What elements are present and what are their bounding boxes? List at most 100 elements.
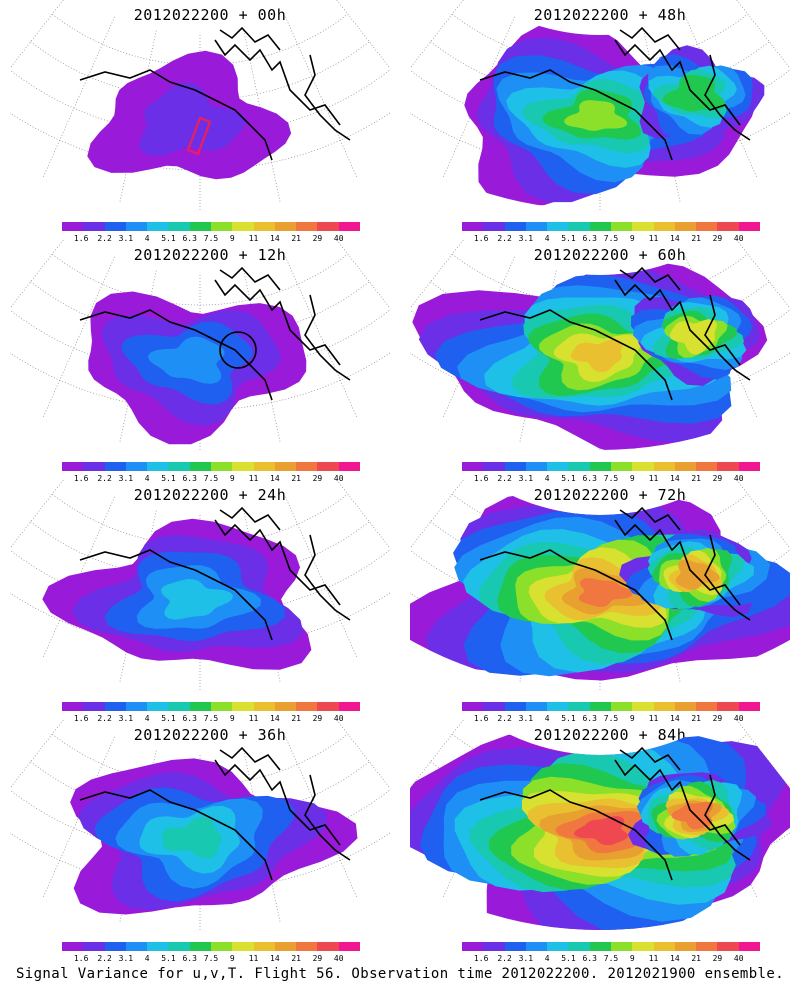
colorbar-tick-label: 9 (629, 954, 635, 963)
colorbar-tick-label: 3.1 (518, 954, 534, 963)
colorbar-tick-label: 14 (670, 954, 680, 963)
colorbar-tick-label: 7.5 (603, 954, 619, 963)
colorbar-swatch (696, 702, 718, 711)
colorbar-tick-label: 7.5 (203, 474, 219, 483)
colorbar-tick-label: 1.6 (473, 954, 489, 963)
colorbar-labels: 1.6 2.2 3.1 4 5.1 6.3 7.5 9 11 14 21 29 40 (462, 954, 760, 964)
colorbar-swatch (632, 702, 654, 711)
colorbar-tick-label: 14 (270, 714, 280, 723)
colorbar-swatch (232, 462, 254, 471)
colorbar-swatch (274, 462, 297, 471)
colorbar-swatch (568, 462, 590, 471)
colorbar-tick-label: 1.6 (73, 234, 89, 243)
colorbar-swatch (296, 702, 318, 711)
colorbar-tick-label: 11 (248, 954, 259, 963)
colorbar-tick-label: 7.5 (603, 234, 619, 243)
map-panel: 2012022200 + 48h 1.6 2.2 3.1 4 5.1 6.3 7.5 9 11 14… (410, 0, 800, 245)
colorbar (462, 222, 760, 231)
colorbar-tick-label: 5.1 (561, 234, 576, 243)
colorbar-tick-label: 9 (229, 474, 235, 483)
colorbar-tick-label: 11 (248, 474, 259, 483)
panel-title: 2012022200 + 12h (133, 246, 287, 264)
colorbar-tick-label: 29 (712, 234, 723, 243)
colorbar-swatch (610, 942, 633, 951)
colorbar-labels: 1.6 2.2 3.1 4 5.1 6.3 7.5 9 11 14 21 29 40 (462, 234, 760, 244)
colorbar-swatch (674, 702, 697, 711)
colorbar-swatch (547, 222, 569, 231)
colorbar-swatch (610, 462, 633, 471)
colorbar-swatch (253, 222, 275, 231)
colorbar-swatch (104, 942, 126, 951)
colorbar-swatch (462, 702, 484, 711)
variance-field (70, 758, 358, 915)
colorbar-tick-label: 3.1 (118, 714, 134, 723)
colorbar-tick-label: 21 (291, 714, 301, 723)
colorbar-swatch (462, 222, 484, 231)
colorbar-swatch (62, 462, 84, 471)
colorbar-swatch (125, 462, 148, 471)
colorbar-tick-label: 7.5 (603, 714, 619, 723)
colorbar-swatch (632, 462, 654, 471)
colorbar-swatch (296, 942, 318, 951)
colorbar-tick-label: 21 (291, 234, 301, 243)
colorbar-swatch (717, 462, 739, 471)
colorbar-swatch (483, 702, 505, 711)
colorbar-tick-label: 21 (291, 954, 301, 963)
colorbar-tick-label: 21 (691, 234, 701, 243)
colorbar-tick-label: 40 (733, 954, 744, 963)
colorbar-tick-label: 6.3 (182, 474, 197, 483)
colorbar-swatch (568, 222, 590, 231)
colorbar-labels: 1.6 2.2 3.1 4 5.1 6.3 7.5 9 11 14 21 29 40 (462, 474, 760, 484)
colorbar-tick-label: 3.1 (118, 234, 134, 243)
colorbar-swatch (462, 462, 484, 471)
panel-title: 2012022200 + 72h (533, 486, 687, 504)
colorbar-swatch (125, 942, 148, 951)
variance-field (412, 261, 768, 451)
colorbar-tick-label: 6.3 (182, 234, 197, 243)
colorbar-tick-label: 3.1 (118, 474, 134, 483)
colorbar-tick-label: 3.1 (118, 954, 134, 963)
colorbar-swatch (653, 942, 675, 951)
colorbar-labels: 1.6 2.2 3.1 4 5.1 6.3 7.5 9 11 14 21 29 40 (62, 474, 360, 484)
colorbar-swatch (317, 942, 339, 951)
colorbar (462, 702, 760, 711)
variance-map (10, 240, 390, 450)
colorbar-swatch (674, 462, 697, 471)
colorbar-tick-label: 3.1 (518, 234, 534, 243)
variance-map (10, 480, 390, 690)
coastline (79, 26, 351, 161)
colorbar-swatch (462, 942, 484, 951)
variance-map (410, 240, 790, 451)
colorbar-swatch (504, 702, 526, 711)
variance-field (410, 491, 790, 681)
colorbar-tick-label: 6.3 (582, 234, 597, 243)
colorbar-swatch (738, 222, 760, 231)
colorbar-tick-label: 3.1 (518, 714, 534, 723)
colorbar-swatch (83, 702, 105, 711)
colorbar-swatch (147, 702, 169, 711)
coastline (479, 506, 751, 641)
colorbar-swatch (568, 942, 590, 951)
map-panel: 2012022200 + 72h 1.6 2.2 3.1 4 5.1 6.3 7.5 9 11 14… (410, 480, 800, 725)
colorbar-swatch (168, 462, 190, 471)
panel-title: 2012022200 + 00h (133, 6, 287, 24)
colorbar-swatch (653, 462, 675, 471)
colorbar-swatch (253, 702, 275, 711)
colorbar-swatch (210, 702, 233, 711)
colorbar-labels: 1.6 2.2 3.1 4 5.1 6.3 7.5 9 11 14 21 29 40 (62, 954, 360, 964)
coastline (479, 26, 751, 161)
colorbar-swatch (674, 222, 697, 231)
colorbar-tick-label: 5.1 (161, 474, 176, 483)
colorbar-tick-label: 6.3 (582, 954, 597, 963)
colorbar-swatch (62, 942, 84, 951)
colorbar-tick-label: 6.3 (182, 954, 197, 963)
colorbar-swatch (632, 222, 654, 231)
colorbar-tick-label: 11 (648, 474, 659, 483)
colorbar-tick-label: 14 (670, 234, 680, 243)
flight-track-marker (186, 116, 212, 156)
variance-map (10, 0, 390, 210)
colorbar-swatch (717, 942, 739, 951)
colorbar-swatch (504, 942, 526, 951)
colorbar-swatch (504, 462, 526, 471)
colorbar-tick-label: 40 (733, 234, 744, 243)
